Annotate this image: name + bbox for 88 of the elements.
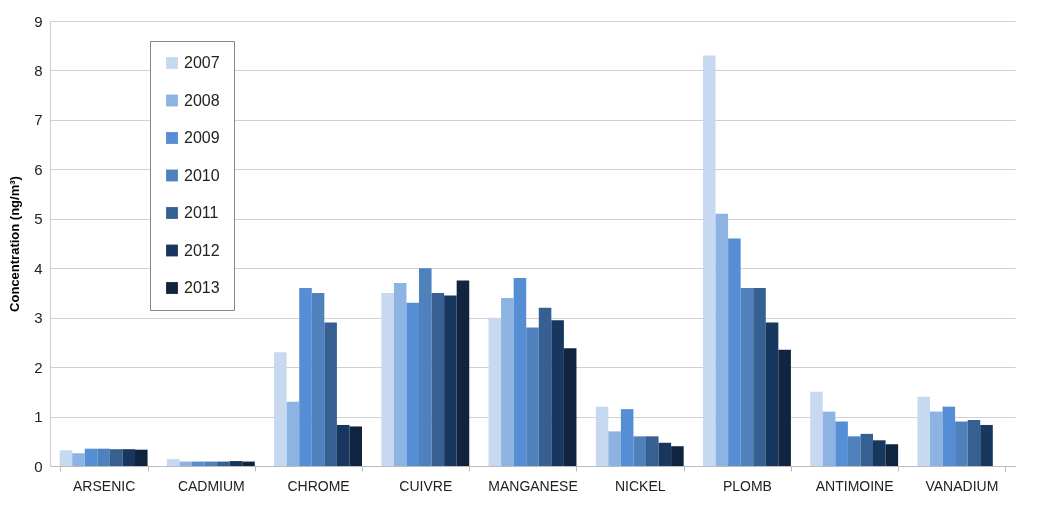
legend-label: 2009 — [184, 129, 220, 146]
bar — [740, 288, 754, 466]
bar — [822, 411, 836, 466]
bar — [955, 421, 968, 466]
bar — [311, 292, 325, 466]
bar — [393, 283, 407, 466]
bar — [488, 317, 502, 466]
bar — [526, 327, 539, 466]
bar — [229, 461, 243, 466]
bar — [406, 302, 419, 466]
bar — [122, 449, 136, 466]
bar — [419, 268, 432, 466]
bar — [885, 444, 899, 466]
bar — [286, 401, 300, 466]
bar — [929, 411, 943, 466]
y-tick-label: 1 — [34, 408, 43, 426]
y-tick-label: 9 — [34, 12, 43, 30]
bar — [72, 453, 85, 466]
bar — [59, 450, 73, 466]
bar — [381, 292, 394, 466]
bar — [646, 436, 659, 466]
y-axis-title: Concentration (ng/m³) — [7, 176, 23, 312]
y-tick-label: 5 — [34, 210, 43, 228]
x-tick-label: ANTIMOINE — [815, 477, 894, 494]
bar — [191, 461, 205, 466]
y-tick-label: 0 — [34, 457, 43, 475]
bar — [563, 348, 577, 466]
bar — [873, 440, 886, 466]
bar — [274, 352, 287, 466]
bar — [109, 449, 123, 466]
bar — [349, 426, 363, 466]
bar — [917, 396, 930, 466]
bar — [336, 424, 350, 466]
y-tick-label: 7 — [34, 111, 43, 129]
bar — [217, 461, 230, 466]
bar — [765, 322, 779, 466]
bar — [847, 436, 861, 466]
bar — [299, 288, 312, 466]
legend-label: 2007 — [184, 54, 220, 71]
bar — [658, 442, 672, 466]
bar — [980, 424, 993, 466]
bar — [135, 449, 148, 466]
x-tick-label: CUIVRE — [399, 477, 453, 494]
x-tick-label: ARSENIC — [72, 477, 136, 494]
legend-label: 2012 — [184, 241, 220, 259]
y-tick-label: 4 — [34, 259, 43, 277]
bar — [942, 406, 956, 466]
legend-label: 2011 — [184, 204, 219, 221]
bar — [835, 421, 848, 466]
x-tick-label: PLOMB — [722, 477, 772, 494]
bar — [967, 420, 981, 466]
bar — [501, 297, 514, 466]
x-tick-label: VANADIUM — [925, 477, 999, 494]
bar — [324, 322, 337, 466]
legend-label: 2010 — [184, 166, 220, 184]
bar — [84, 448, 98, 466]
bar — [608, 431, 621, 466]
bar — [860, 433, 874, 466]
bar — [728, 238, 741, 466]
bar — [671, 446, 684, 466]
bar — [620, 409, 634, 466]
y-tick-label: 2 — [34, 358, 43, 376]
bar — [702, 55, 716, 466]
bar — [444, 295, 457, 466]
bar — [97, 448, 110, 466]
bar — [595, 406, 609, 466]
y-tick-label: 8 — [34, 61, 43, 79]
x-tick-label: MANGANESE — [488, 477, 578, 494]
bar — [242, 461, 255, 466]
bar — [753, 288, 766, 466]
legend-label: 2008 — [184, 91, 220, 109]
bar — [431, 292, 445, 466]
legend-label: 2013 — [184, 279, 220, 296]
bar — [538, 307, 552, 466]
bar — [778, 349, 791, 466]
bar — [633, 436, 646, 466]
x-tick-label: CHROME — [287, 477, 350, 494]
bar — [456, 280, 470, 466]
bar — [179, 461, 192, 466]
bar — [166, 459, 180, 466]
x-tick-label: NICKEL — [614, 477, 666, 494]
bar — [810, 391, 823, 466]
y-tick-label: 6 — [34, 160, 43, 178]
bar — [513, 278, 527, 466]
y-tick-label: 3 — [34, 309, 43, 327]
bar — [551, 320, 564, 466]
bar — [715, 213, 729, 466]
x-tick-label: CADMIUM — [177, 477, 245, 494]
